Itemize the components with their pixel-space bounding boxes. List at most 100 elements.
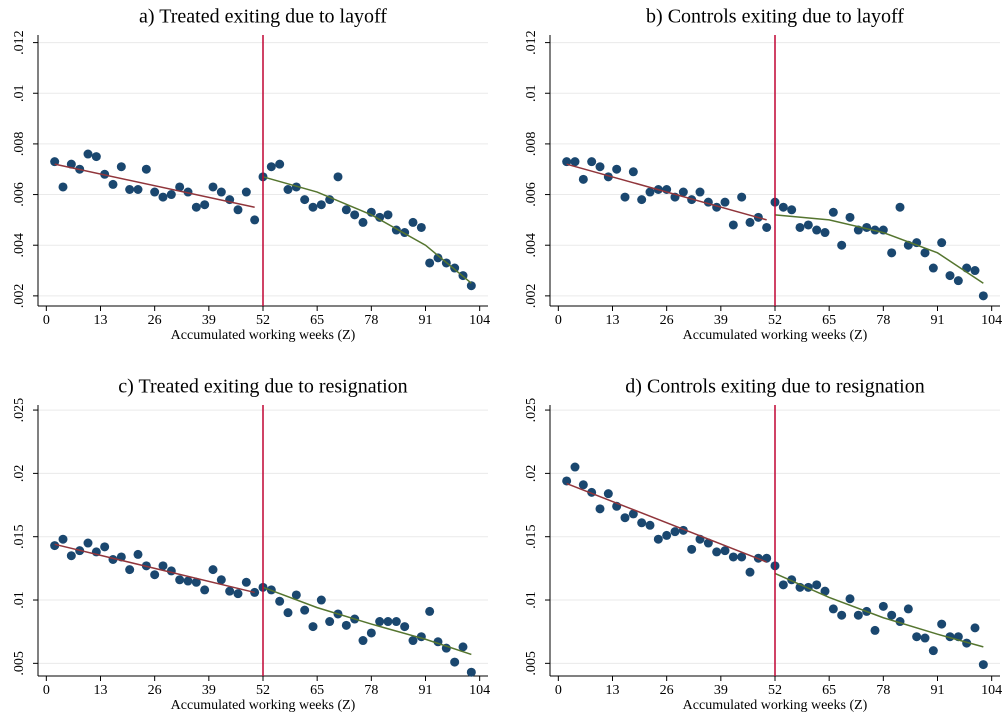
- data-point: [878, 601, 888, 611]
- data-point: [645, 520, 655, 530]
- data-point: [628, 167, 638, 177]
- data-point: [787, 205, 797, 215]
- data-point: [83, 149, 93, 159]
- fit-line: [262, 176, 472, 284]
- y-tick-label: .005: [12, 651, 27, 676]
- data-point: [241, 187, 251, 197]
- data-point: [275, 159, 285, 169]
- data-point: [678, 187, 688, 197]
- data-point: [383, 210, 393, 220]
- data-point: [116, 162, 126, 172]
- data-point: [603, 489, 613, 499]
- data-point: [820, 586, 830, 596]
- data-point: [778, 202, 788, 212]
- data-point: [325, 617, 335, 627]
- data-point: [720, 197, 730, 207]
- data-point: [216, 575, 226, 585]
- x-tick-label: 0: [555, 313, 562, 328]
- x-axis-label: Accumulated working weeks (Z): [683, 328, 868, 343]
- data-point: [291, 590, 301, 600]
- data-point: [670, 527, 680, 537]
- y-tick-label: .002: [524, 284, 539, 309]
- data-point: [375, 617, 385, 627]
- x-tick-label: 13: [94, 313, 108, 328]
- x-tick-label: 26: [148, 313, 162, 328]
- y-tick-label: .015: [524, 524, 539, 549]
- fit-line: [566, 482, 767, 563]
- data-point: [316, 595, 326, 605]
- data-point: [720, 546, 730, 556]
- x-tick-label: 91: [931, 313, 945, 328]
- data-point: [887, 248, 897, 258]
- data-point: [845, 212, 855, 222]
- x-tick-label: 78: [364, 313, 378, 328]
- data-point: [400, 622, 410, 632]
- x-tick-label: 65: [822, 313, 836, 328]
- data-point: [358, 636, 368, 646]
- x-tick-label: 91: [419, 683, 433, 698]
- data-point: [466, 667, 476, 677]
- x-tick-label: 13: [606, 313, 620, 328]
- data-point: [637, 518, 647, 528]
- fit-line: [774, 572, 984, 648]
- y-tick-label: .008: [12, 132, 27, 157]
- data-point: [175, 575, 185, 585]
- data-point: [612, 164, 622, 174]
- y-tick-label: .025: [524, 398, 539, 423]
- data-point: [200, 200, 210, 210]
- data-point: [928, 646, 938, 656]
- data-point: [366, 628, 376, 638]
- data-point: [425, 258, 435, 268]
- x-tick-label: 91: [931, 683, 945, 698]
- data-point: [375, 212, 385, 222]
- y-tick-label: .025: [12, 398, 27, 423]
- data-point: [58, 182, 68, 192]
- data-point: [91, 152, 101, 162]
- data-point: [391, 617, 401, 627]
- data-point: [66, 551, 76, 561]
- y-tick-label: .008: [524, 132, 539, 157]
- x-tick-label: 104: [469, 683, 490, 698]
- y-tick-label: .01: [12, 85, 27, 103]
- data-point: [737, 552, 747, 562]
- x-tick-label: 104: [981, 683, 1002, 698]
- data-point: [937, 238, 947, 248]
- data-point: [978, 660, 988, 670]
- data-point: [408, 217, 418, 227]
- x-axis-label: Accumulated working weeks (Z): [171, 698, 356, 713]
- x-tick-label: 39: [714, 683, 728, 698]
- data-point: [233, 205, 243, 215]
- data-point: [895, 202, 905, 212]
- data-point: [133, 184, 143, 194]
- data-point: [50, 541, 60, 551]
- data-point: [970, 266, 980, 276]
- data-point: [620, 192, 630, 202]
- data-point: [291, 182, 301, 192]
- data-point: [141, 164, 151, 174]
- data-point: [745, 567, 755, 577]
- data-point: [108, 179, 118, 189]
- data-point: [341, 205, 351, 215]
- data-point: [570, 157, 580, 167]
- data-point: [300, 195, 310, 205]
- data-point: [350, 210, 360, 220]
- data-point: [308, 202, 318, 212]
- fit-line: [774, 214, 984, 284]
- x-axis-label: Accumulated working weeks (Z): [683, 698, 868, 713]
- data-point: [762, 222, 772, 232]
- data-point: [66, 159, 76, 169]
- data-point: [570, 462, 580, 472]
- x-tick-label: 52: [256, 313, 270, 328]
- data-point: [953, 276, 963, 286]
- x-tick-label: 39: [714, 313, 728, 328]
- x-tick-label: 13: [606, 683, 620, 698]
- data-point: [578, 174, 588, 184]
- data-point: [637, 195, 647, 205]
- x-tick-label: 52: [768, 683, 782, 698]
- data-point: [233, 589, 243, 599]
- x-tick-label: 0: [43, 313, 50, 328]
- data-point: [225, 586, 235, 596]
- panel-title: b) Controls exiting due to layoff: [646, 6, 904, 28]
- x-tick-label: 104: [469, 313, 490, 328]
